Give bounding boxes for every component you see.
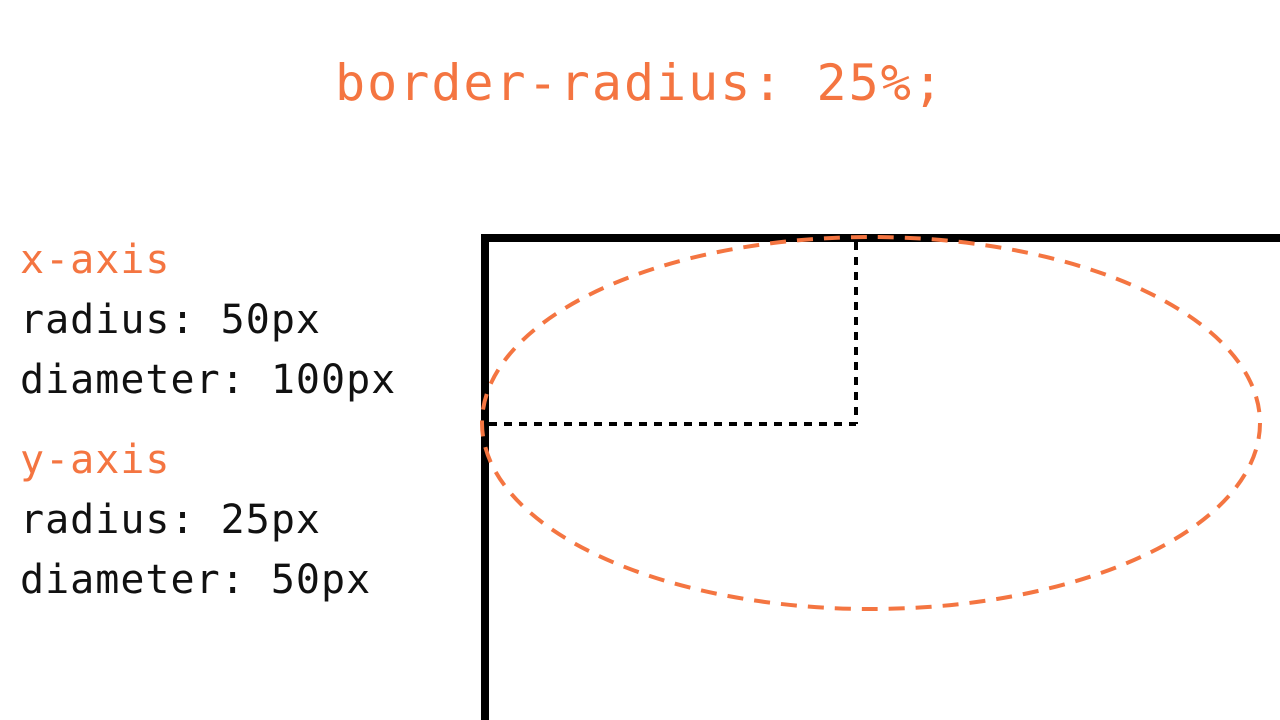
- x-axis-diameter: diameter: 100px: [20, 357, 397, 403]
- y-axis-heading: y-axis: [20, 437, 171, 483]
- radius-ellipse: [480, 235, 1262, 611]
- x-axis-heading: x-axis: [20, 237, 171, 283]
- y-axis-diameter: diameter: 50px: [20, 557, 372, 603]
- x-axis-radius: radius: 50px: [20, 297, 321, 343]
- page-title: border-radius: 25%;: [335, 54, 945, 112]
- y-axis-radius: radius: 25px: [20, 497, 321, 543]
- axis-info-panel: x-axis radius: 50px diameter: 100px y-ax…: [20, 230, 396, 610]
